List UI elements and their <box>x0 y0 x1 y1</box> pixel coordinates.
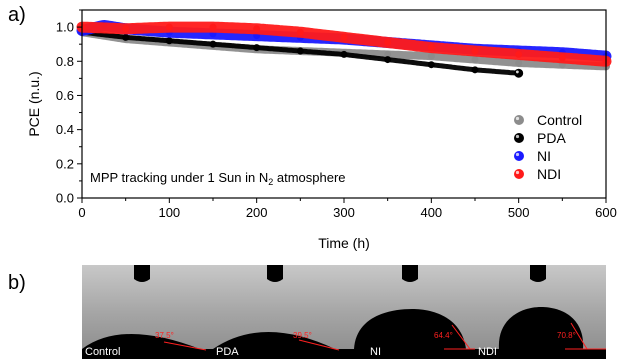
legend-label: Control <box>537 112 582 128</box>
contact-angle-value: 64.4° <box>434 331 453 340</box>
legend-marker-highlight <box>515 152 520 157</box>
data-point <box>340 50 348 58</box>
series-pda <box>78 28 524 78</box>
contact-angle-value: 39.5° <box>293 331 312 340</box>
annotation-subscript: 2 <box>268 177 273 187</box>
series-end-marker <box>514 68 524 78</box>
data-point <box>165 37 173 45</box>
droplet-image <box>344 265 475 359</box>
data-point <box>296 47 304 55</box>
data-point <box>515 50 523 58</box>
panel-b-label: b) <box>8 272 26 294</box>
data-point <box>209 40 217 48</box>
legend-item-ndi: NDI <box>514 166 561 182</box>
data-point <box>471 66 479 74</box>
contact-angle-photo-ndi: 70.8° NDI <box>475 265 606 359</box>
y-tick-label: 0.0 <box>56 191 74 206</box>
photo-caption: NI <box>370 346 381 358</box>
droplet-image <box>213 265 344 359</box>
x-axis-label: Time (h) <box>318 235 370 251</box>
data-point <box>427 52 435 60</box>
legend-marker <box>514 115 524 125</box>
chart-annotation: MPP tracking under 1 Sun in N2 atmospher… <box>90 170 346 187</box>
photo-caption: NDI <box>478 346 497 358</box>
legend-marker <box>514 169 524 179</box>
y-tick-label: 0.2 <box>56 156 74 171</box>
data-point <box>558 54 566 62</box>
contact-angle-photo-ni: 64.4° NI <box>344 265 475 359</box>
data-point <box>122 25 130 33</box>
legend-marker-highlight <box>515 134 520 139</box>
x-tick-label: 200 <box>246 205 268 220</box>
axes: 0 100 200 300 400 500 600 0.0 0.2 0.4 0.6 0.8 1.0 <box>56 9 617 220</box>
panel-a-label: a) <box>8 4 26 26</box>
data-point <box>384 56 392 64</box>
x-tick-label: 300 <box>333 205 355 220</box>
data-point <box>253 25 261 33</box>
contact-angle-photos: 37.5° Control 39.5° PDA <box>82 265 606 359</box>
x-tick-label: 100 <box>158 205 180 220</box>
data-point <box>122 33 130 41</box>
legend-label: NI <box>537 148 551 164</box>
data-point <box>515 59 523 67</box>
data-point <box>427 61 435 69</box>
contact-angle-value: 70.8° <box>557 331 576 340</box>
pce-stability-chart: 0 100 200 300 400 500 600 0.0 0.2 0.4 0.6 0.8 1.0 Ti… <box>26 9 617 251</box>
y-axis-label: PCE (n.u.) <box>26 71 42 136</box>
x-tick-label: 600 <box>595 205 617 220</box>
contact-angle-photo-pda: 39.5° PDA <box>213 265 344 359</box>
legend-label: PDA <box>537 130 566 146</box>
annotation-text: MPP tracking under 1 Sun in N <box>90 170 268 185</box>
legend-item-control: Control <box>514 112 582 128</box>
legend-marker-highlight <box>515 116 520 121</box>
contact-angle-value: 37.5° <box>155 331 174 340</box>
legend-item-ni: NI <box>514 148 551 164</box>
y-tick-label: 0.8 <box>56 54 74 69</box>
x-tick-label: 0 <box>78 205 85 220</box>
droplet-image <box>82 265 213 359</box>
series-end-marker-highlight <box>515 70 519 74</box>
x-tick-label: 500 <box>508 205 530 220</box>
data-marks <box>76 20 612 78</box>
y-tick-label: 0.4 <box>56 122 74 137</box>
legend-marker <box>514 151 524 161</box>
data-point <box>471 47 479 55</box>
data-point <box>296 28 304 36</box>
data-point <box>340 33 348 41</box>
contact-angle-photo-control: 37.5° Control <box>82 265 213 359</box>
data-point <box>165 23 173 31</box>
data-point <box>209 23 217 31</box>
legend-marker-highlight <box>515 170 520 175</box>
data-point <box>384 38 392 46</box>
legend-item-pda: PDA <box>514 130 566 146</box>
data-point <box>253 44 261 52</box>
data-point <box>471 56 479 64</box>
legend-label: NDI <box>537 166 561 182</box>
legend: Control PDA NI NDI <box>514 112 582 182</box>
photo-caption: Control <box>85 346 121 358</box>
photo-caption: PDA <box>216 346 239 358</box>
y-tick-label: 1.0 <box>56 20 74 35</box>
annotation-text-end: atmosphere <box>273 170 345 185</box>
droplet-image <box>475 265 606 359</box>
x-tick-label: 400 <box>420 205 442 220</box>
data-point <box>427 44 435 52</box>
y-tick-label: 0.6 <box>56 88 74 103</box>
legend-marker <box>514 133 524 143</box>
